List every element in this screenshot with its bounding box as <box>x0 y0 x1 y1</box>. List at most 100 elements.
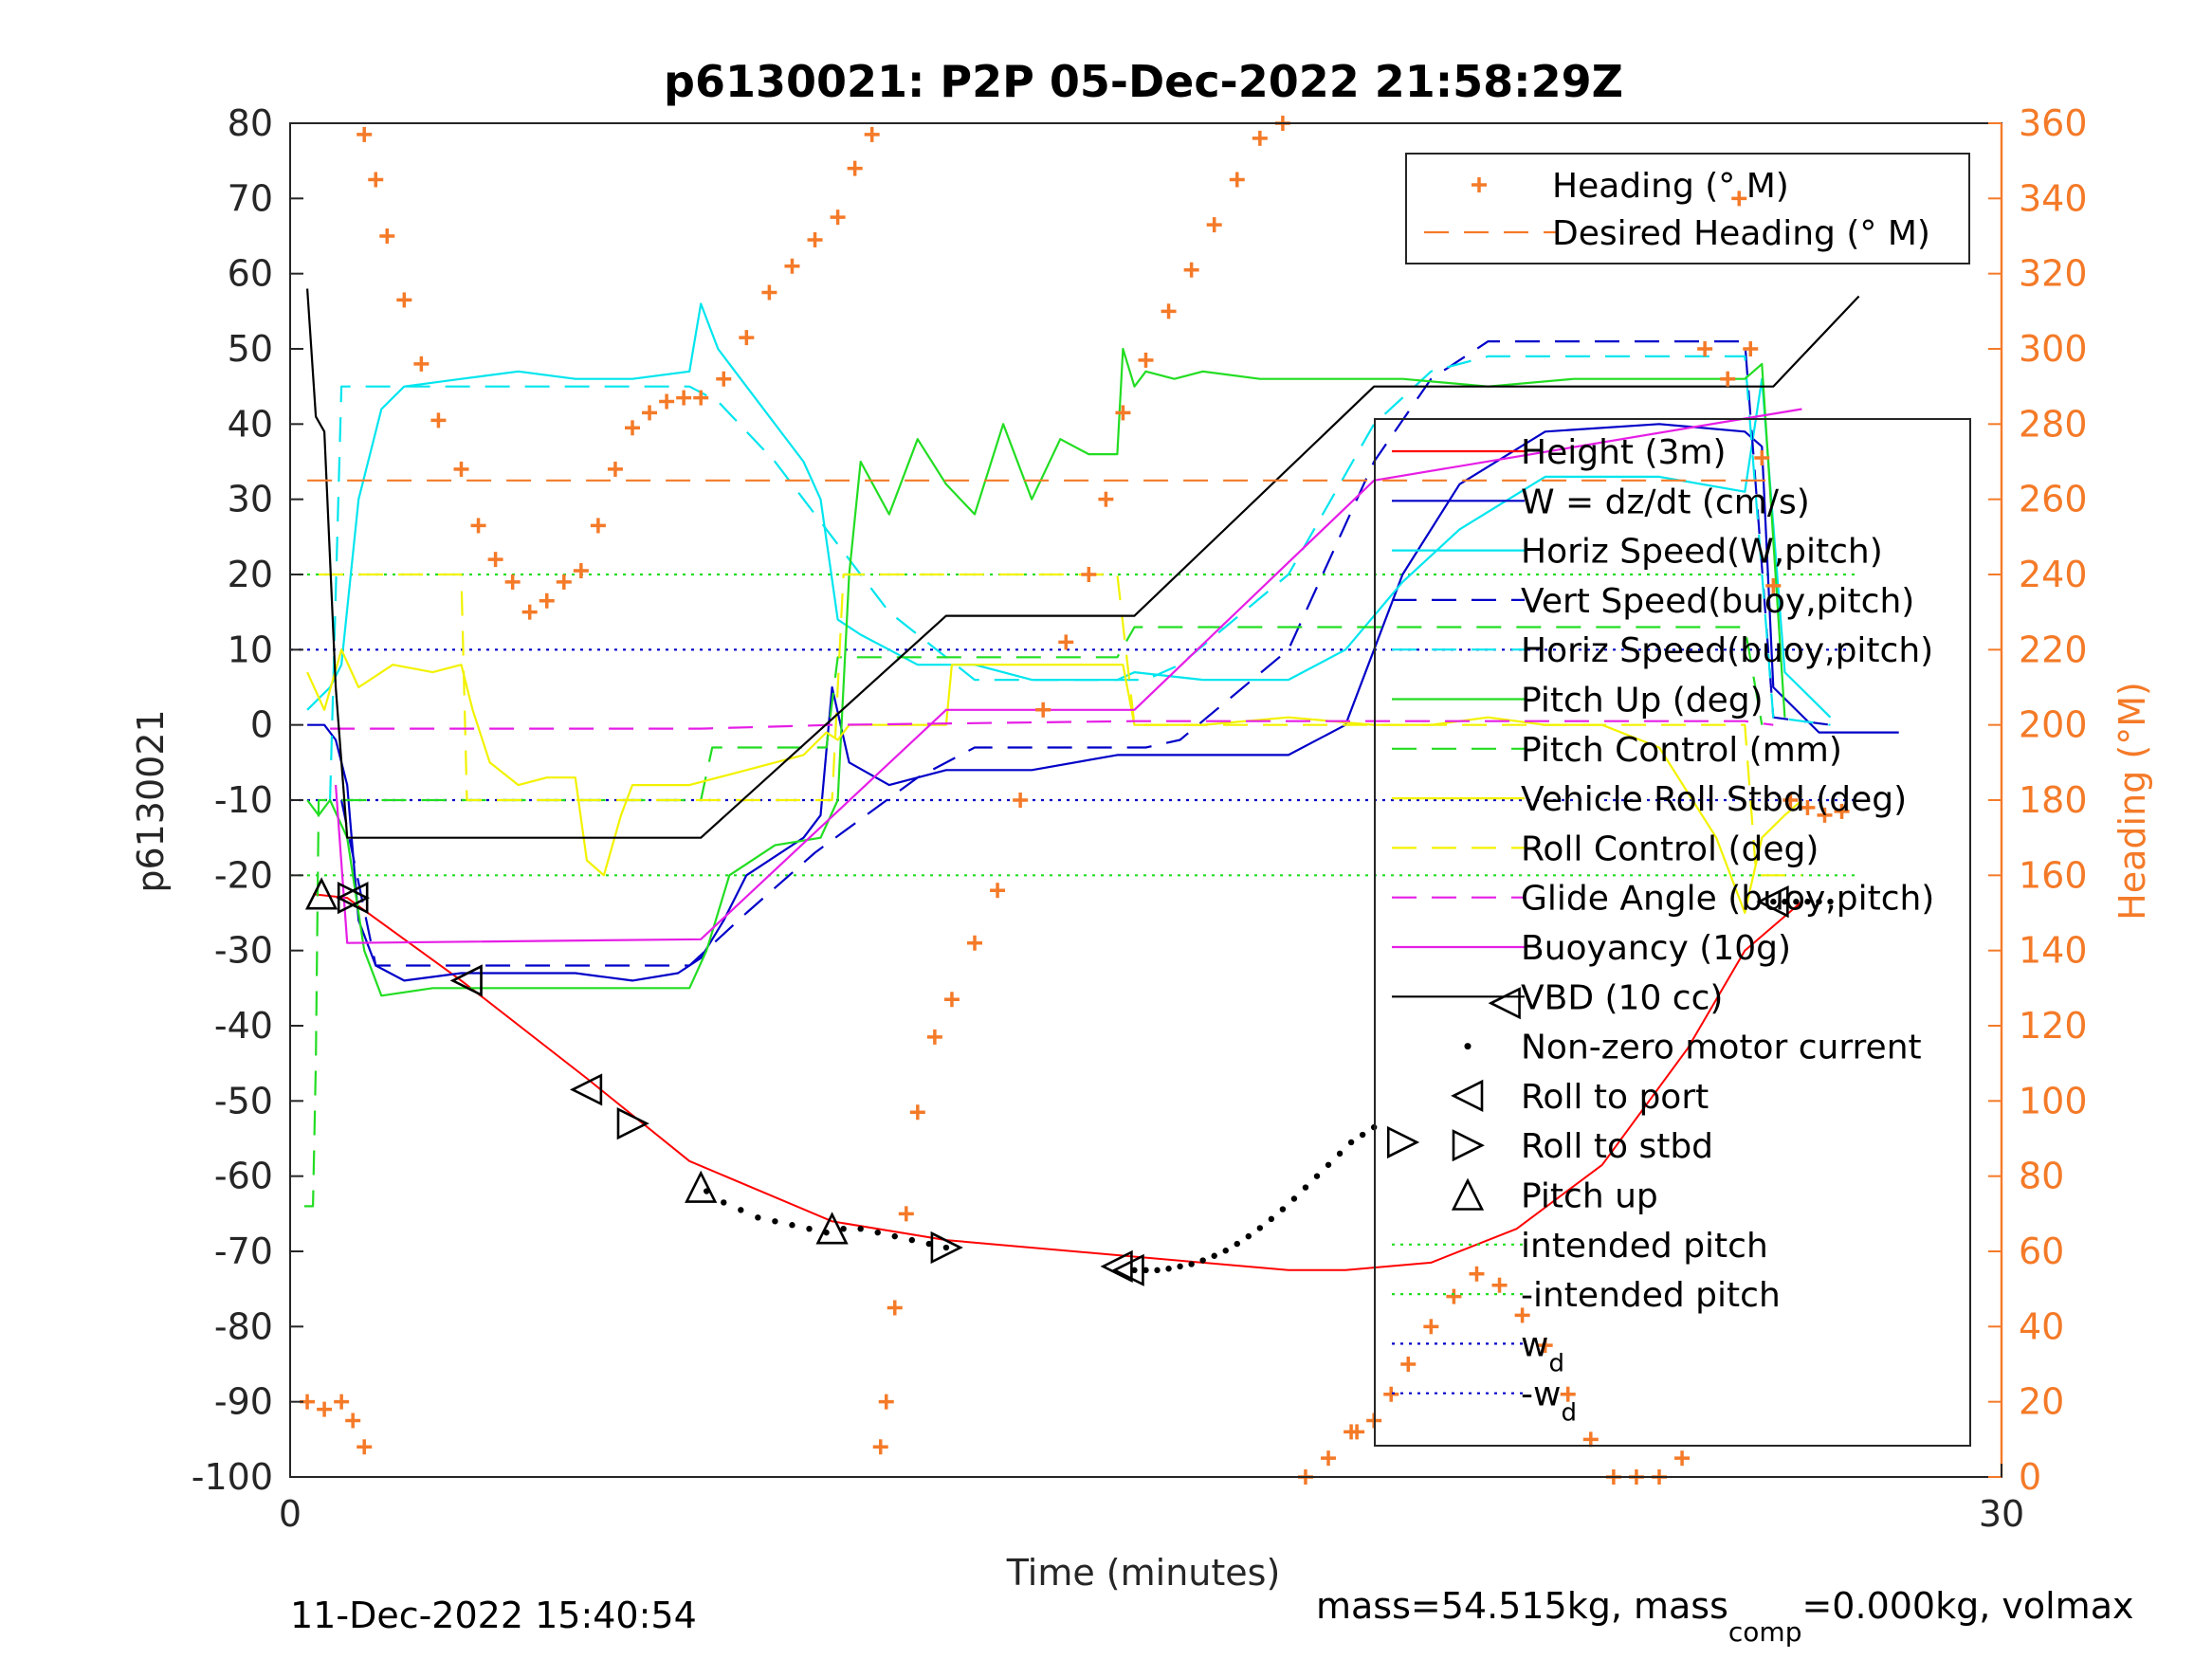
heading-point <box>872 1439 888 1455</box>
heading-point <box>356 126 373 142</box>
motor-current-dot <box>1165 1266 1172 1272</box>
heading-point <box>334 1394 350 1410</box>
y-tick-label: -70 <box>214 1231 273 1272</box>
legend-item-buoyancy-10g-10: Buoyancy (10g) <box>1392 929 1791 968</box>
heading-point <box>1731 191 1747 207</box>
motor-current-dot <box>721 1199 727 1206</box>
heading-point <box>1206 217 1222 233</box>
legend-label: intended pitch <box>1521 1227 1768 1266</box>
y2-tick-label: 120 <box>2019 1005 2088 1047</box>
y-tick-label: 70 <box>228 177 273 219</box>
heading-point <box>1252 130 1268 146</box>
legend-label-sub: d <box>1561 1399 1577 1428</box>
y-tick-label: 60 <box>228 253 273 295</box>
legend-item-heading-m-0: Heading (° M) <box>1472 167 1789 206</box>
heading-point <box>504 574 521 590</box>
y2-tick-label: 200 <box>2019 704 2088 746</box>
legend-triangle <box>1451 1079 1484 1113</box>
y2-tick-label: 100 <box>2019 1080 2088 1121</box>
legend-label: Non-zero motor current <box>1521 1029 1922 1067</box>
motor-current-dot <box>755 1214 761 1221</box>
legend-dot <box>1464 1043 1472 1050</box>
x-tick-label: 30 <box>1979 1493 2024 1535</box>
legend-label: Roll to stbd <box>1521 1127 1713 1166</box>
series-horiz-speed-w-pitch <box>306 302 1832 719</box>
legend-label: Horiz Speed(W,pitch) <box>1521 533 1883 572</box>
y2-tick-label: 80 <box>2019 1156 2064 1197</box>
y2-tick-label: 240 <box>2019 554 2088 595</box>
series-pitch-control-mm <box>304 626 1764 1208</box>
y-tick-label: -30 <box>214 930 273 972</box>
legend-item-horiz-speed-buoy-pitch-4: Horiz Speed(buoy,pitch) <box>1392 631 1933 670</box>
motor-current-dot <box>1359 1131 1366 1139</box>
legend-label: Roll Control (deg) <box>1521 830 1819 868</box>
motor-current-dot <box>1234 1240 1240 1248</box>
pitch-up-marker <box>685 1170 718 1203</box>
heading-point <box>453 461 469 477</box>
heading-point <box>1423 1319 1439 1335</box>
motor-current-dot <box>1256 1225 1264 1231</box>
heading-point <box>967 935 982 951</box>
heading-point <box>926 1029 942 1045</box>
y-axis-ticks: -100-90-80-70-60-50-40-30-20-10010203040… <box>192 102 303 1498</box>
y-tick-label: -40 <box>214 1005 273 1047</box>
y-tick-label: 0 <box>250 704 273 746</box>
y2-tick-label: 0 <box>2019 1456 2041 1498</box>
motor-current-dot <box>1827 898 1834 905</box>
legend-item-vehicle-roll-stbd-deg-7: Vehicle Roll Stbd (deg) <box>1392 780 1907 819</box>
plot-area <box>289 116 2003 1485</box>
legend-label: Heading (° M) <box>1552 167 1789 206</box>
y-tick-label: -80 <box>214 1305 273 1347</box>
motor-current-dot <box>840 1226 847 1232</box>
heading-point <box>539 592 555 609</box>
heading-point <box>1834 803 1850 819</box>
legend-label: Vehicle Roll Stbd (deg) <box>1521 780 1907 819</box>
legend-label: Buoyancy (10g) <box>1521 929 1791 968</box>
legend-label: W = dz/dt (cm/s) <box>1521 483 1810 521</box>
motor-current-dot <box>1782 898 1788 905</box>
motor-current-dot <box>908 1236 916 1244</box>
y-tick-label: 20 <box>228 554 273 595</box>
heading-point <box>1058 634 1074 650</box>
series-glide-angle-buoy-pitch <box>330 720 1774 730</box>
y-tick-label: -20 <box>214 854 273 896</box>
heading-point <box>1035 702 1051 718</box>
roll-to-port-marker <box>449 964 483 997</box>
motor-current-dot <box>772 1218 778 1225</box>
y2-tick-label: 300 <box>2019 328 2088 370</box>
y-tick-label: -50 <box>214 1080 273 1121</box>
roll-to-port-marker <box>1756 884 1789 919</box>
legend-item-intended-pitch-16: intended pitch <box>1392 1227 1768 1266</box>
heading-point <box>1800 799 1816 815</box>
roll-to-stbd-marker <box>616 1107 649 1140</box>
heading-point <box>830 210 846 226</box>
heading-point <box>1582 1431 1599 1448</box>
motor-current-dot <box>1143 1267 1149 1274</box>
roll-to-port-marker <box>1100 1249 1133 1283</box>
legend-triangle <box>1452 1129 1485 1162</box>
footer-mass-sub: comp <box>1728 1616 1802 1648</box>
heading-point <box>943 992 960 1008</box>
motor-current-dot <box>1199 1257 1206 1264</box>
motor-current-dot <box>857 1226 864 1232</box>
heading-point <box>807 231 823 247</box>
legend-item-roll-to-port-13: Roll to port <box>1451 1078 1709 1117</box>
legend-label: Vert Speed(buoy,pitch) <box>1521 582 1914 621</box>
y2-tick-label: 160 <box>2019 854 2088 896</box>
y2-tick-label: 280 <box>2019 403 2088 445</box>
motor-current-dot <box>1347 1139 1355 1146</box>
motor-current-dot <box>1279 1206 1287 1212</box>
heading-point <box>556 574 572 590</box>
heading-point <box>847 160 863 176</box>
heading-point <box>1098 491 1114 507</box>
heading-point <box>716 371 732 387</box>
heading-point <box>898 1206 914 1222</box>
heading-point <box>607 461 623 477</box>
legend-label: Height (3m) <box>1521 433 1727 472</box>
series-pitch-up-deg <box>306 347 1786 997</box>
legend-item-horiz-speed-w-pitch-2: Horiz Speed(W,pitch) <box>1392 533 1883 572</box>
roll-to-port-marker <box>569 1073 603 1106</box>
heading-point <box>1537 1338 1553 1354</box>
heading-point <box>1469 1266 1485 1282</box>
y2-tick-label: 340 <box>2019 177 2088 219</box>
